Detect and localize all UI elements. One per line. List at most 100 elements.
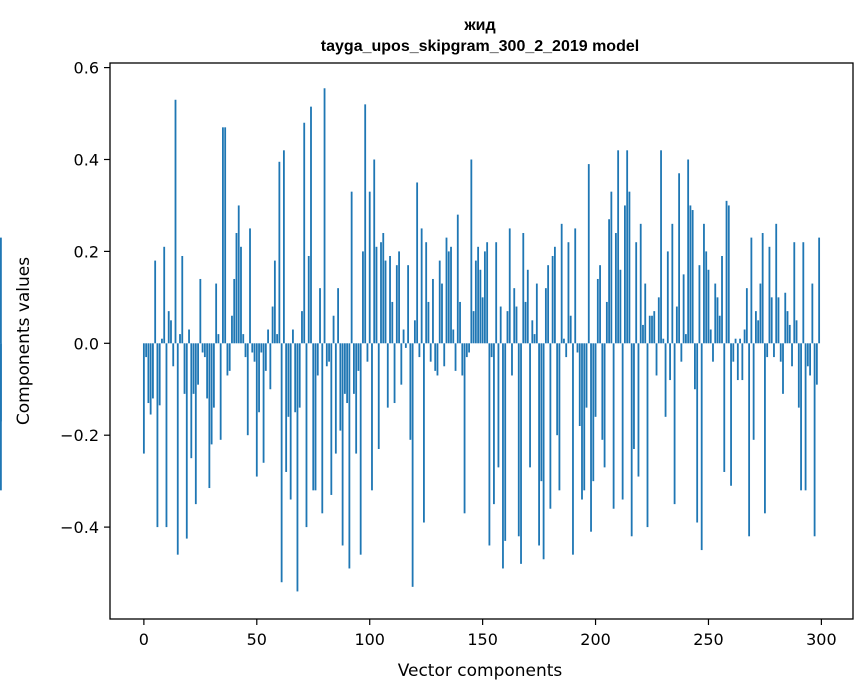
bar bbox=[445, 237, 448, 344]
bar bbox=[321, 343, 324, 514]
bar bbox=[802, 242, 805, 344]
x-tick-label: 50 bbox=[247, 630, 267, 649]
bar bbox=[800, 343, 802, 491]
bar bbox=[273, 260, 276, 344]
bar bbox=[502, 343, 504, 569]
bar bbox=[594, 343, 597, 417]
bar bbox=[395, 265, 398, 344]
bar bbox=[617, 150, 620, 344]
bar bbox=[811, 283, 814, 344]
bar bbox=[736, 343, 739, 381]
bar bbox=[662, 338, 665, 344]
y-tick-label: 0.4 bbox=[74, 150, 99, 169]
bar bbox=[587, 164, 590, 344]
bar bbox=[553, 246, 556, 344]
bar bbox=[217, 334, 220, 344]
bar bbox=[305, 343, 308, 528]
bar bbox=[393, 343, 396, 404]
bar bbox=[294, 343, 297, 413]
bar bbox=[682, 274, 685, 344]
bar bbox=[703, 223, 705, 344]
bar bbox=[310, 106, 312, 344]
bar bbox=[481, 297, 484, 344]
y-axis-ticks: −0.4 −0.2 0.0 0.2 0.4 0.6 bbox=[60, 59, 110, 537]
bar bbox=[705, 251, 708, 344]
x-tick-label: 100 bbox=[354, 630, 385, 649]
bar bbox=[768, 246, 771, 344]
bar bbox=[535, 283, 538, 344]
bar bbox=[791, 343, 793, 367]
bar bbox=[497, 343, 500, 468]
bar bbox=[307, 255, 310, 344]
bar bbox=[777, 297, 780, 344]
bar bbox=[818, 237, 821, 344]
bar bbox=[764, 343, 766, 514]
bar bbox=[188, 329, 190, 344]
bar bbox=[730, 343, 732, 486]
x-tick-label: 300 bbox=[806, 630, 837, 649]
bar bbox=[529, 343, 531, 468]
bar bbox=[483, 251, 486, 344]
bar bbox=[797, 343, 800, 408]
bar bbox=[687, 159, 690, 344]
bar bbox=[461, 343, 464, 376]
bar bbox=[185, 343, 188, 539]
bar bbox=[563, 338, 565, 344]
bar bbox=[750, 237, 753, 344]
bar bbox=[368, 191, 371, 344]
bar bbox=[745, 288, 748, 344]
bar bbox=[366, 343, 369, 362]
bar bbox=[544, 288, 547, 344]
bar bbox=[276, 334, 279, 344]
bar bbox=[646, 343, 649, 528]
bar bbox=[441, 283, 443, 344]
bar bbox=[298, 343, 301, 408]
bar bbox=[343, 343, 346, 394]
bar bbox=[206, 343, 209, 399]
bar bbox=[815, 343, 818, 385]
plot-frame bbox=[109, 62, 854, 620]
bar bbox=[775, 223, 778, 344]
bar bbox=[244, 343, 247, 358]
bar bbox=[357, 343, 360, 371]
bar bbox=[576, 343, 579, 353]
bar bbox=[488, 343, 491, 546]
bar bbox=[574, 228, 577, 344]
bar bbox=[590, 343, 592, 532]
bar bbox=[319, 288, 321, 344]
bar bbox=[696, 343, 699, 523]
bar bbox=[669, 343, 671, 381]
bar bbox=[312, 343, 315, 491]
bar bbox=[235, 233, 238, 344]
y-tick-label: −0.2 bbox=[60, 426, 99, 445]
bar bbox=[813, 343, 816, 537]
x-tick-label: 150 bbox=[467, 630, 498, 649]
bar bbox=[142, 343, 145, 454]
bar bbox=[253, 343, 256, 362]
bar bbox=[432, 278, 434, 344]
bar bbox=[673, 343, 676, 505]
bar bbox=[700, 343, 703, 551]
bar bbox=[533, 334, 536, 344]
bar bbox=[639, 223, 642, 344]
bar bbox=[601, 343, 604, 440]
bar bbox=[499, 306, 502, 344]
bar bbox=[761, 233, 764, 344]
bar bbox=[409, 343, 412, 440]
x-axis-ticks: 0 50 100 150 200 250 300 bbox=[139, 619, 837, 649]
x-tick-label: 250 bbox=[693, 630, 724, 649]
bar bbox=[675, 306, 678, 344]
bar bbox=[637, 343, 640, 477]
bar bbox=[375, 246, 378, 344]
bar bbox=[237, 205, 240, 344]
bar bbox=[289, 343, 292, 500]
bar bbox=[560, 223, 563, 344]
bar bbox=[337, 288, 339, 344]
bar bbox=[377, 343, 380, 449]
bar bbox=[741, 343, 744, 381]
y-tick-label: 0.0 bbox=[74, 334, 99, 353]
bar bbox=[0, 343, 2, 491]
bar bbox=[328, 343, 330, 362]
bar bbox=[691, 210, 694, 344]
bar bbox=[479, 269, 482, 344]
